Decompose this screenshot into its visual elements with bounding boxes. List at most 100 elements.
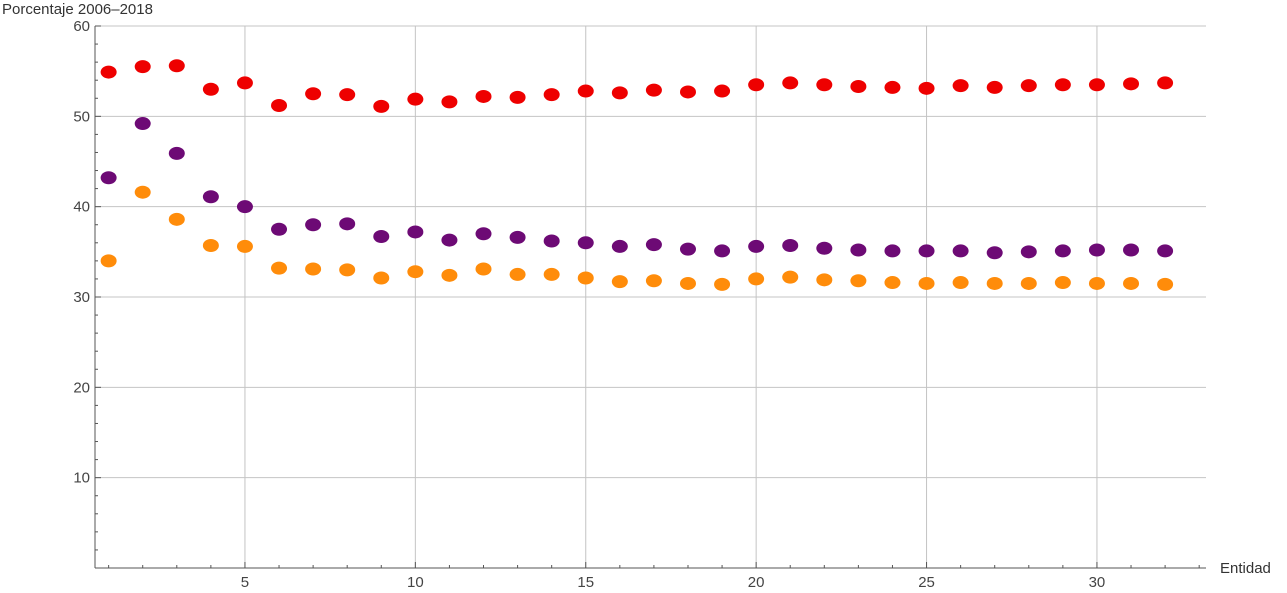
data-point-series-2 [509, 230, 526, 244]
data-point-series-3 [305, 262, 322, 276]
data-point-series-3 [782, 270, 799, 284]
y-tick-label: 30 [73, 289, 90, 306]
data-point-series-1 [1157, 76, 1174, 90]
data-point-series-3 [441, 268, 458, 282]
data-point-series-1 [407, 92, 424, 106]
x-tick-label: 15 [577, 574, 594, 591]
data-point-series-2 [986, 246, 1003, 260]
data-point-series-1 [1020, 79, 1037, 93]
data-point-series-3 [202, 239, 219, 253]
data-point-series-2 [373, 229, 390, 243]
data-point-series-1 [816, 78, 833, 92]
data-point-series-1 [134, 60, 151, 74]
data-point-series-3 [748, 272, 765, 286]
data-point-series-3 [134, 185, 151, 199]
data-point-series-3 [509, 267, 526, 281]
data-point-series-2 [816, 241, 833, 255]
data-point-series-1 [1088, 78, 1105, 92]
data-point-series-1 [168, 59, 185, 73]
data-point-series-2 [1088, 243, 1105, 257]
data-point-series-1 [271, 98, 288, 112]
data-point-series-1 [475, 89, 492, 103]
y-tick-label: 40 [73, 199, 90, 216]
data-point-series-3 [373, 271, 390, 285]
data-point-series-2 [305, 218, 322, 232]
x-tick-label: 10 [407, 574, 424, 591]
data-point-series-1 [782, 76, 799, 90]
data-point-series-1 [100, 65, 117, 79]
data-point-series-2 [1020, 245, 1037, 259]
data-point-series-2 [884, 244, 901, 258]
data-point-series-2 [645, 238, 662, 252]
data-point-series-2 [1157, 244, 1174, 258]
data-point-series-2 [714, 244, 731, 258]
data-point-series-3 [475, 262, 492, 276]
x-tick-label: 25 [918, 574, 935, 591]
data-point-series-3 [884, 276, 901, 290]
data-point-series-3 [1088, 276, 1105, 290]
y-tick-label: 50 [73, 108, 90, 125]
data-point-series-3 [816, 273, 833, 287]
data-point-series-3 [850, 274, 867, 288]
data-point-series-1 [611, 86, 628, 100]
data-point-series-3 [407, 265, 424, 279]
data-point-series-2 [952, 244, 969, 258]
data-point-series-1 [509, 90, 526, 104]
data-point-series-2 [271, 222, 288, 236]
x-tick-label: 20 [748, 574, 765, 591]
tick-labels: 5 10 15 20 25 30 10 20 30 40 50 60 [73, 18, 1105, 591]
data-point-series-2 [202, 190, 219, 204]
data-point-series-2 [339, 217, 356, 231]
data-point-series-3 [952, 276, 969, 290]
data-point-series-1 [918, 81, 935, 95]
data-point-series-1 [850, 80, 867, 94]
data-point-series-1 [952, 79, 969, 93]
data-point-series-3 [1157, 277, 1174, 291]
data-point-series-2 [1054, 244, 1071, 258]
data-point-series-2 [441, 233, 458, 247]
data-point-series-2 [543, 234, 560, 248]
data-point-series-2 [100, 171, 117, 185]
x-tick-label: 30 [1089, 574, 1106, 591]
data-points [100, 59, 1174, 291]
data-point-series-1 [202, 82, 219, 96]
data-point-series-3 [986, 276, 1003, 290]
data-point-series-2 [782, 239, 799, 253]
data-point-series-3 [679, 276, 696, 290]
data-point-series-3 [1123, 276, 1140, 290]
data-point-series-3 [645, 274, 662, 288]
data-point-series-3 [577, 271, 594, 285]
data-point-series-1 [884, 80, 901, 94]
data-point-series-3 [236, 239, 253, 253]
data-point-series-1 [748, 78, 765, 92]
data-point-series-3 [543, 267, 560, 281]
data-point-series-1 [339, 88, 356, 102]
data-point-series-3 [271, 261, 288, 275]
data-point-series-2 [679, 242, 696, 256]
data-point-series-1 [543, 88, 560, 102]
data-point-series-3 [1054, 276, 1071, 290]
y-tick-label: 10 [73, 470, 90, 487]
y-tick-label: 20 [73, 379, 90, 396]
data-point-series-3 [339, 263, 356, 277]
y-tick-label: 60 [73, 18, 90, 35]
x-axis-title: Entidad [1220, 560, 1271, 577]
data-point-series-2 [577, 236, 594, 250]
y-axis-title: Porcentaje 2006–2018 [2, 1, 153, 18]
data-point-series-1 [373, 99, 390, 113]
data-point-series-3 [168, 212, 185, 226]
data-point-series-1 [1054, 78, 1071, 92]
data-point-series-1 [305, 87, 322, 101]
data-point-series-2 [475, 227, 492, 241]
x-tick-label: 5 [241, 574, 249, 591]
data-point-series-2 [611, 239, 628, 253]
data-point-series-1 [986, 80, 1003, 94]
data-point-series-1 [236, 76, 253, 90]
data-point-series-1 [645, 83, 662, 97]
data-point-series-2 [850, 243, 867, 257]
data-point-series-2 [407, 225, 424, 239]
data-point-series-1 [679, 85, 696, 99]
data-point-series-1 [1123, 77, 1140, 91]
data-point-series-2 [1123, 243, 1140, 257]
